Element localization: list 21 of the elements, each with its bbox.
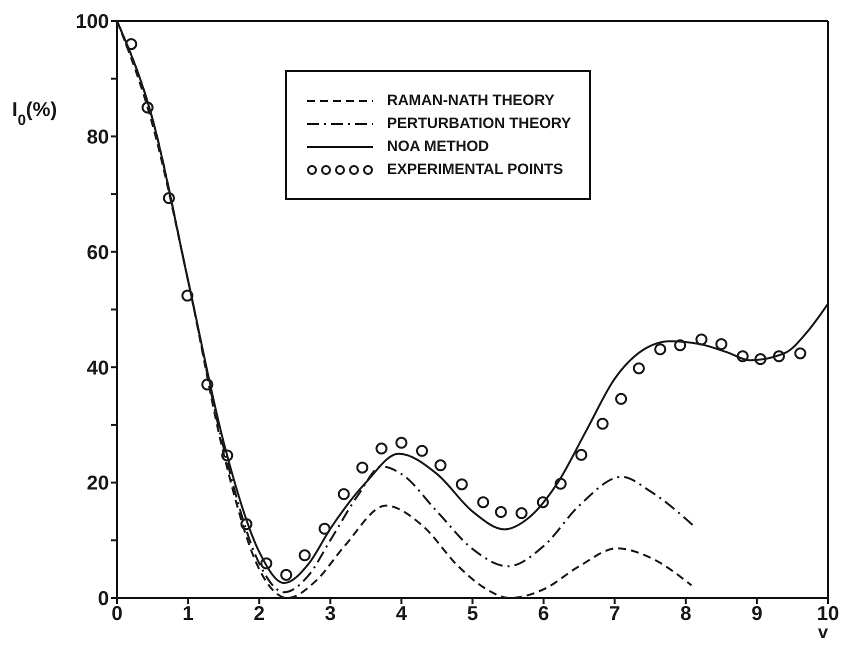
y-axis-title: I$_{0}$(%): [12, 99, 58, 128]
legend-label: EXPERIMENTAL POINTS: [387, 161, 564, 178]
y-tick-label: 100: [76, 11, 109, 34]
x-tick-label: 6: [538, 603, 550, 626]
legend-label: PERTURBATION THEORY: [387, 115, 572, 132]
x-tick-label: 8: [680, 603, 692, 626]
y-tick-label: 40: [86, 357, 109, 380]
x-tick-label: 0: [111, 603, 123, 626]
y-tick-label: 0: [98, 588, 109, 610]
y-tick-label: 60: [86, 242, 109, 264]
legend-label: RAMAN-NATH THEORY: [387, 92, 554, 109]
x-tick-label: 9: [751, 603, 762, 626]
x-tick-label: 3: [324, 603, 336, 626]
x-tick-label: 5: [466, 603, 478, 626]
x-tick-label: 1: [182, 603, 194, 626]
x-tick-label: 4: [396, 603, 408, 626]
y-tick-label: 20: [86, 472, 109, 495]
legend-label: NOA METHOD: [387, 138, 489, 155]
x-tick-label: 7: [609, 603, 620, 626]
y-tick-label: 80: [86, 126, 109, 148]
x-tick-label: 2: [254, 603, 265, 626]
